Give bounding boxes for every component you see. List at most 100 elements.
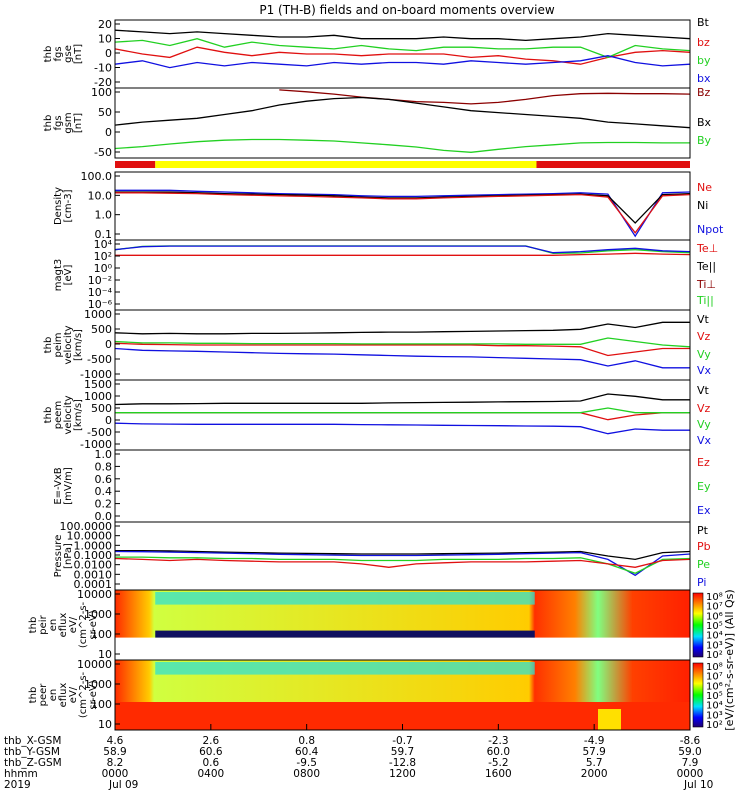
colorbar-tick-label: 10⁵ — [706, 691, 723, 702]
y-tick-label: 0.1 — [95, 228, 113, 241]
y-axis-label-line: peim — [53, 332, 64, 357]
y-tick-label: 10000 — [77, 588, 112, 601]
legend-entry: Bz — [697, 86, 711, 99]
y-tick-label: 100 — [91, 628, 112, 641]
legend-entry: bx — [697, 72, 711, 85]
series-line-Ne — [115, 192, 691, 234]
y-axis-label-line: [eV] — [63, 265, 74, 286]
y-axis-label-line: [mV/m] — [63, 467, 74, 505]
colorbar-tick-label: 10² — [706, 650, 723, 661]
y-axis-label-line: Pressure — [53, 535, 64, 578]
y-tick-label: -10 — [94, 62, 112, 75]
legend-entry: Vt — [697, 313, 710, 326]
y-tick-label: 10⁴ — [94, 238, 113, 251]
y-axis-label: thb peer en eflux eV/(cm^2-s-sr-eV) — [28, 671, 99, 718]
y-tick-label: 1.0000 — [74, 539, 113, 552]
x-axis-value: 2.6 — [202, 735, 219, 747]
mode-bar-segment — [155, 161, 537, 168]
y-axis-label-line: thb — [43, 407, 54, 424]
x-axis-row-label: thb_X-GSM — [4, 735, 61, 747]
legend-entry: bz — [697, 36, 710, 49]
x-axis-value: 5.7 — [586, 757, 603, 769]
series-line-bx — [114, 55, 691, 69]
y-tick-label: 50 — [98, 106, 112, 119]
spectrogram-band — [598, 709, 621, 730]
page-title: P1 (TH-B) fields and on-board moments ov… — [259, 3, 555, 17]
y-tick-label: 1000 — [84, 678, 112, 691]
y-axis-label: thb fgs gse [nT] — [43, 44, 84, 64]
panel-frame — [114, 87, 691, 159]
x-axis-value: -4.9 — [584, 735, 605, 747]
mode-bar-segment — [115, 161, 156, 168]
y-tick-label: 0.1000 — [74, 549, 113, 562]
colorbar-tick-label: 10⁷ — [706, 602, 723, 613]
y-axis-label-line: eV/ — [68, 686, 79, 703]
legend-entry: Pt — [697, 524, 709, 537]
x-axis-value: 4.6 — [107, 735, 124, 747]
y-axis-label-line: fgs — [53, 115, 64, 130]
y-tick-label: -500 — [87, 426, 112, 439]
colorbar-tick-label: 10⁴ — [706, 701, 723, 712]
legend-entry: Pi — [697, 576, 706, 589]
x-axis-value: 57.9 — [582, 746, 605, 758]
y-axis-label: thb fgs gsm [nT] — [43, 112, 84, 133]
series-line-Ni — [115, 191, 691, 224]
x-axis-value: 60.6 — [199, 746, 223, 758]
y-axis-label: thb peir en eflux eV/(cm^2-s-sr-eV) — [28, 601, 99, 648]
colorbar-tick-label: 10⁶ — [706, 611, 723, 622]
series-line-Bt — [114, 29, 691, 42]
y-axis-label: thb peem velocity [km/s] — [43, 395, 84, 434]
colorbar-tick-label: 10⁸ — [706, 592, 723, 603]
x-axis-value: 60.4 — [295, 746, 319, 758]
y-axis-label-line: eV/ — [68, 616, 79, 633]
spectrogram-empty — [115, 637, 690, 660]
y-tick-label: 1500 — [84, 378, 112, 391]
legend-entry: Ti|| — [696, 294, 714, 307]
y-axis-label-line: peir — [38, 614, 49, 634]
legend-entry: Vt — [697, 384, 710, 397]
y-axis-label-line: [km/s] — [73, 329, 84, 361]
legend-entry: Bx — [697, 116, 712, 129]
x-axis-value: 59.7 — [391, 746, 414, 758]
x-axis-value: 2000 — [581, 768, 608, 780]
y-tick-label: 1000 — [84, 308, 112, 321]
legend-entry: Bt — [697, 16, 710, 29]
series-line-Pb — [114, 557, 691, 568]
y-tick-label: 10000 — [77, 658, 112, 671]
y-tick-label: 0.0 — [95, 510, 113, 523]
legend-entry: By — [697, 134, 712, 147]
y-tick-label: 0.4 — [95, 485, 113, 498]
x-axis-value: 8.2 — [107, 757, 124, 769]
legend-entry: Te|| — [696, 260, 716, 273]
y-tick-label: 100 — [91, 86, 112, 99]
series-line-Npot — [115, 189, 691, 238]
y-tick-label: 100.0 — [81, 170, 113, 183]
y-axis-label-line: en — [48, 689, 59, 702]
y-axis-label-line: peer — [38, 683, 49, 707]
colorbar-tick-label: 10⁸ — [706, 662, 723, 673]
y-axis-label-line: [nPa] — [63, 543, 74, 569]
panel-fgs-gse: Bt bz by bx 20 100 -10-20 thb fgs gse [nT] — [43, 16, 711, 89]
x-axis-value: 59.0 — [678, 746, 701, 758]
y-tick-label: 10 — [98, 33, 112, 46]
series-line-Vx — [114, 422, 690, 435]
legend-entry: Vx — [697, 364, 712, 377]
series-line-Vt — [114, 393, 690, 406]
panel-frame — [114, 379, 691, 451]
legend-entry: Pb — [697, 540, 711, 553]
y-tick-label: 10.0000 — [67, 530, 113, 543]
y-axis-label-line: en — [48, 619, 59, 632]
x-axis-value: 0800 — [293, 768, 320, 780]
spectrogram-band — [155, 662, 535, 675]
y-axis-label-line: gsm — [63, 112, 74, 133]
colorbar-tick-label: 10³ — [706, 710, 723, 721]
y-tick-label: 0.0100 — [74, 559, 113, 572]
panel-e-field: Ez Ey Ex 1.00.80.60.40.20.0 E=-VxB [mV/m] — [53, 448, 711, 523]
x-axis-value: 0000 — [677, 768, 704, 780]
series-line-Vz — [115, 412, 690, 421]
x-axis-value: 0.6 — [202, 757, 219, 769]
x-axis-value: 60.0 — [487, 746, 510, 758]
